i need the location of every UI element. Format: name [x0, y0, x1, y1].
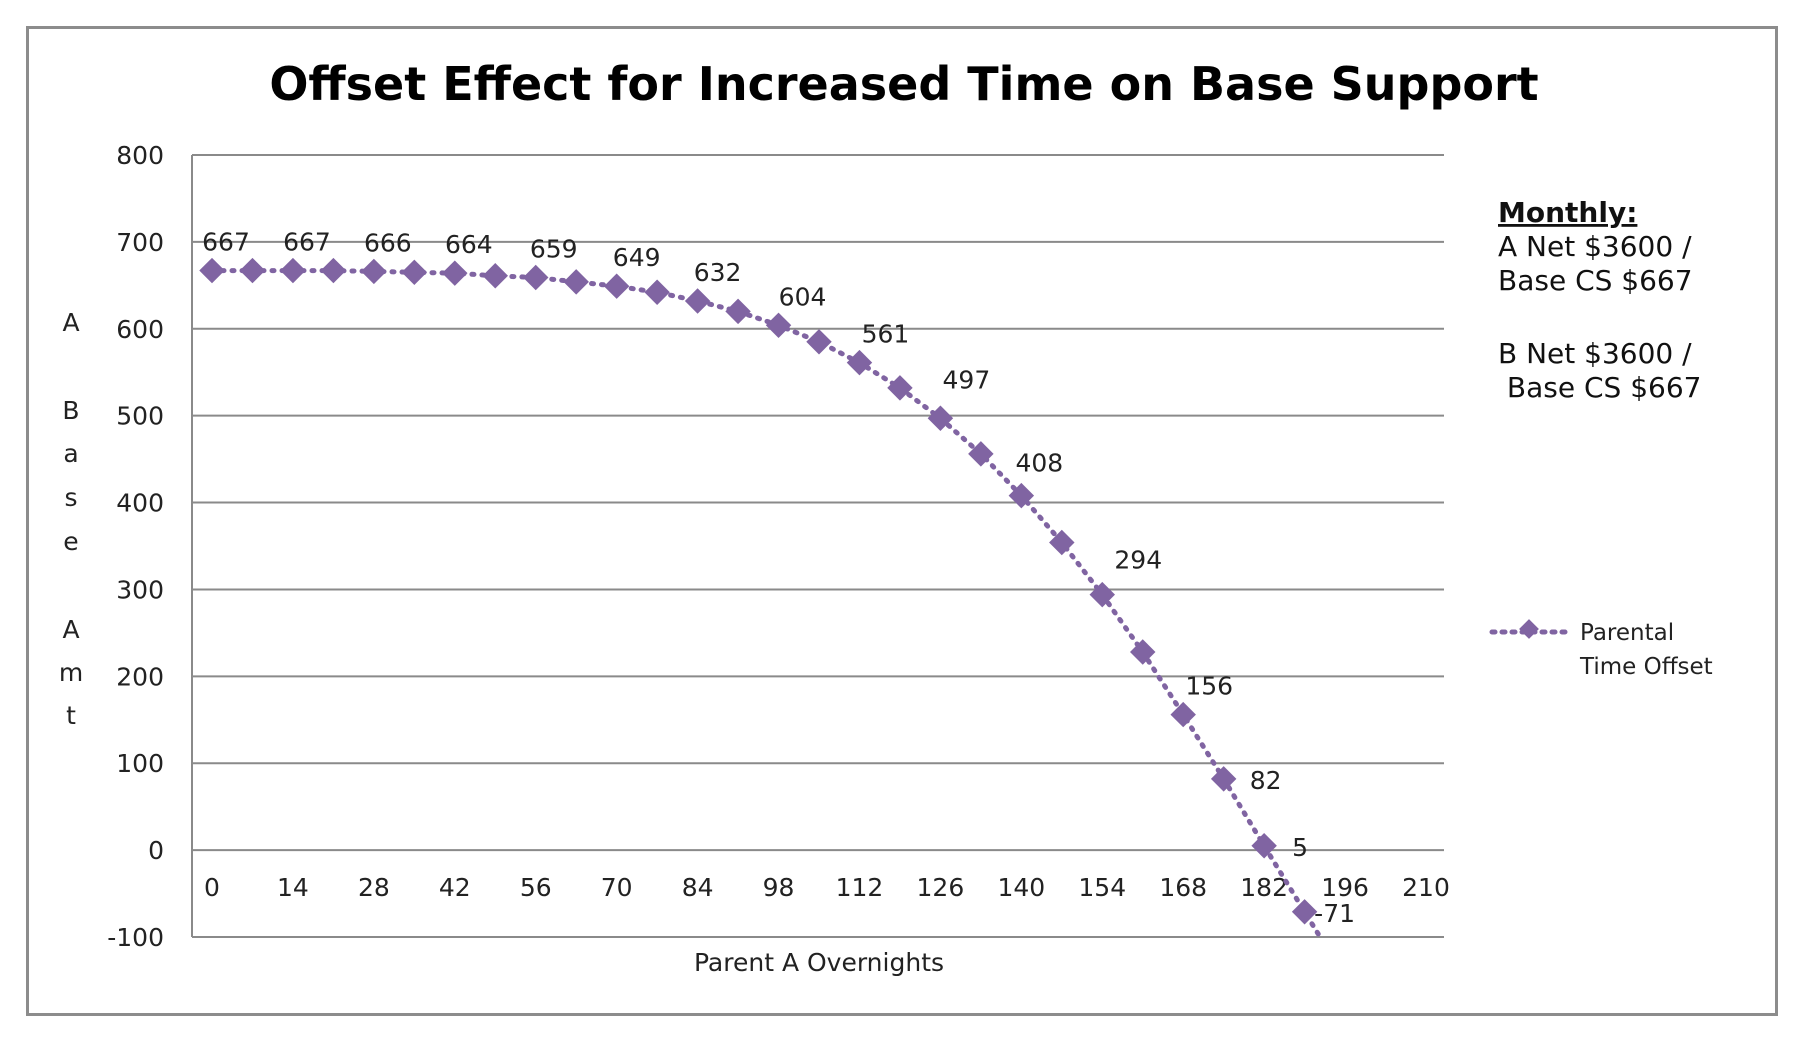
data-label: -71	[1314, 899, 1355, 928]
x-tick-label-42: 42	[439, 873, 471, 902]
notes-line-4: Base CS $667	[1498, 371, 1701, 404]
x-tick-label-196: 196	[1321, 873, 1369, 902]
y-tick-label-800: 800	[116, 141, 164, 170]
y-tick-label-700: 700	[116, 228, 164, 257]
x-tick-label-182: 182	[1240, 873, 1288, 902]
data-label: 667	[202, 228, 250, 257]
y-axis-label-char: e	[63, 527, 78, 556]
x-tick-label-98: 98	[763, 873, 795, 902]
grid	[191, 154, 1444, 938]
y-tick-label-300: 300	[116, 575, 164, 604]
x-tick-label-70: 70	[601, 873, 633, 902]
data-point	[846, 349, 873, 376]
data-label: 649	[613, 243, 661, 272]
data-point	[725, 298, 751, 325]
x-tick-label-154: 154	[1078, 873, 1126, 902]
data-label: 5	[1292, 833, 1308, 862]
data-label: 664	[445, 230, 493, 259]
data-point	[361, 258, 387, 285]
y-axis-label-char: t	[66, 701, 76, 730]
data-point	[482, 263, 508, 289]
x-tick-label-112: 112	[836, 873, 884, 902]
x-tick-label-140: 140	[997, 873, 1045, 902]
legend-text-line-2: Time Offset	[1579, 654, 1713, 680]
y-tick-label-100: 100	[116, 749, 164, 778]
data-point	[1008, 482, 1035, 509]
legend: Parental Time Offset	[1489, 619, 1713, 680]
data-point	[968, 441, 994, 467]
data-point	[684, 288, 711, 314]
x-tick-label-14: 14	[277, 873, 309, 902]
y-axis-label-char: A	[62, 615, 79, 644]
series-parental-time-offset	[199, 257, 1322, 938]
y-axis-label-char: m	[59, 658, 83, 687]
data-label: 408	[1015, 449, 1063, 478]
notes-heading: Monthly:	[1498, 196, 1637, 229]
data-point	[199, 257, 225, 284]
data-label: 604	[779, 282, 827, 311]
data-point	[563, 269, 589, 295]
x-tick-label-56: 56	[520, 873, 552, 902]
y-tick-label-200: 200	[116, 662, 164, 691]
legend-marker	[1519, 619, 1539, 639]
x-tick-label-126: 126	[917, 873, 965, 902]
y-axis-label-char: s	[64, 483, 77, 512]
data-labels: 667 667 666 664 659 649 632 604 561 497 408 294 156 8…	[202, 228, 1355, 928]
data-point	[603, 273, 630, 299]
data-point	[523, 264, 549, 291]
chart-title: Offset Effect for Increased Time on Base…	[269, 57, 1538, 111]
x-tick-label-168: 168	[1159, 873, 1207, 902]
data-point	[644, 279, 670, 306]
x-tick-label-28: 28	[358, 873, 390, 902]
data-point	[927, 405, 954, 432]
y-axis-label-char: a	[63, 439, 78, 468]
notes-line-2: Base CS $667	[1498, 264, 1693, 297]
notes-line-3: B Net $3600 /	[1498, 337, 1692, 370]
notes-box: Monthly: A Net $3600 / Base CS $667 B Ne…	[1498, 196, 1701, 404]
data-point	[401, 259, 428, 286]
x-tick-label-0: 0	[204, 873, 220, 902]
y-tick-label-400: 400	[116, 489, 164, 518]
data-point	[239, 257, 266, 284]
x-axis-label: Parent A Overnights	[694, 948, 944, 977]
data-label: 294	[1114, 546, 1162, 575]
y-tick-label-0: 0	[148, 836, 164, 865]
data-point	[442, 260, 468, 286]
legend-text-line-1: Parental	[1580, 620, 1674, 646]
data-point	[1210, 766, 1237, 792]
data-point	[1251, 833, 1277, 859]
data-label: 156	[1185, 672, 1233, 701]
data-point	[887, 375, 913, 401]
x-axis-ticks: 0 14 28 42 56 70 84 98 112 126 140 154 168 182 196 210	[204, 873, 1450, 902]
data-point	[806, 329, 832, 355]
y-tick-label--100: -100	[107, 923, 164, 952]
data-label: 659	[530, 235, 578, 264]
y-tick-label-500: 500	[116, 402, 164, 431]
data-label: 561	[862, 320, 910, 349]
data-label: 667	[283, 228, 331, 257]
data-label: 497	[943, 365, 991, 394]
y-axis-label-char: A	[62, 308, 79, 337]
series-line	[209, 268, 1322, 938]
notes-line-1: A Net $3600 /	[1498, 230, 1692, 263]
data-point	[1170, 701, 1196, 728]
data-label: 82	[1250, 766, 1282, 795]
y-axis-ticks: 800 700 600 500 400 300 200 100 0 -100	[107, 141, 164, 952]
data-label: 632	[694, 258, 742, 287]
data-point	[765, 312, 792, 339]
data-point	[1130, 639, 1156, 665]
data-label: 666	[364, 228, 412, 257]
y-axis-label-char: B	[62, 396, 79, 425]
data-point	[320, 257, 347, 284]
data-point	[280, 257, 306, 284]
x-tick-label-210: 210	[1402, 873, 1450, 902]
x-tick-label-84: 84	[682, 873, 714, 902]
y-tick-label-600: 600	[116, 315, 164, 344]
y-axis-label: A Base Amt	[59, 308, 83, 730]
chart-frame	[26, 26, 1778, 1016]
